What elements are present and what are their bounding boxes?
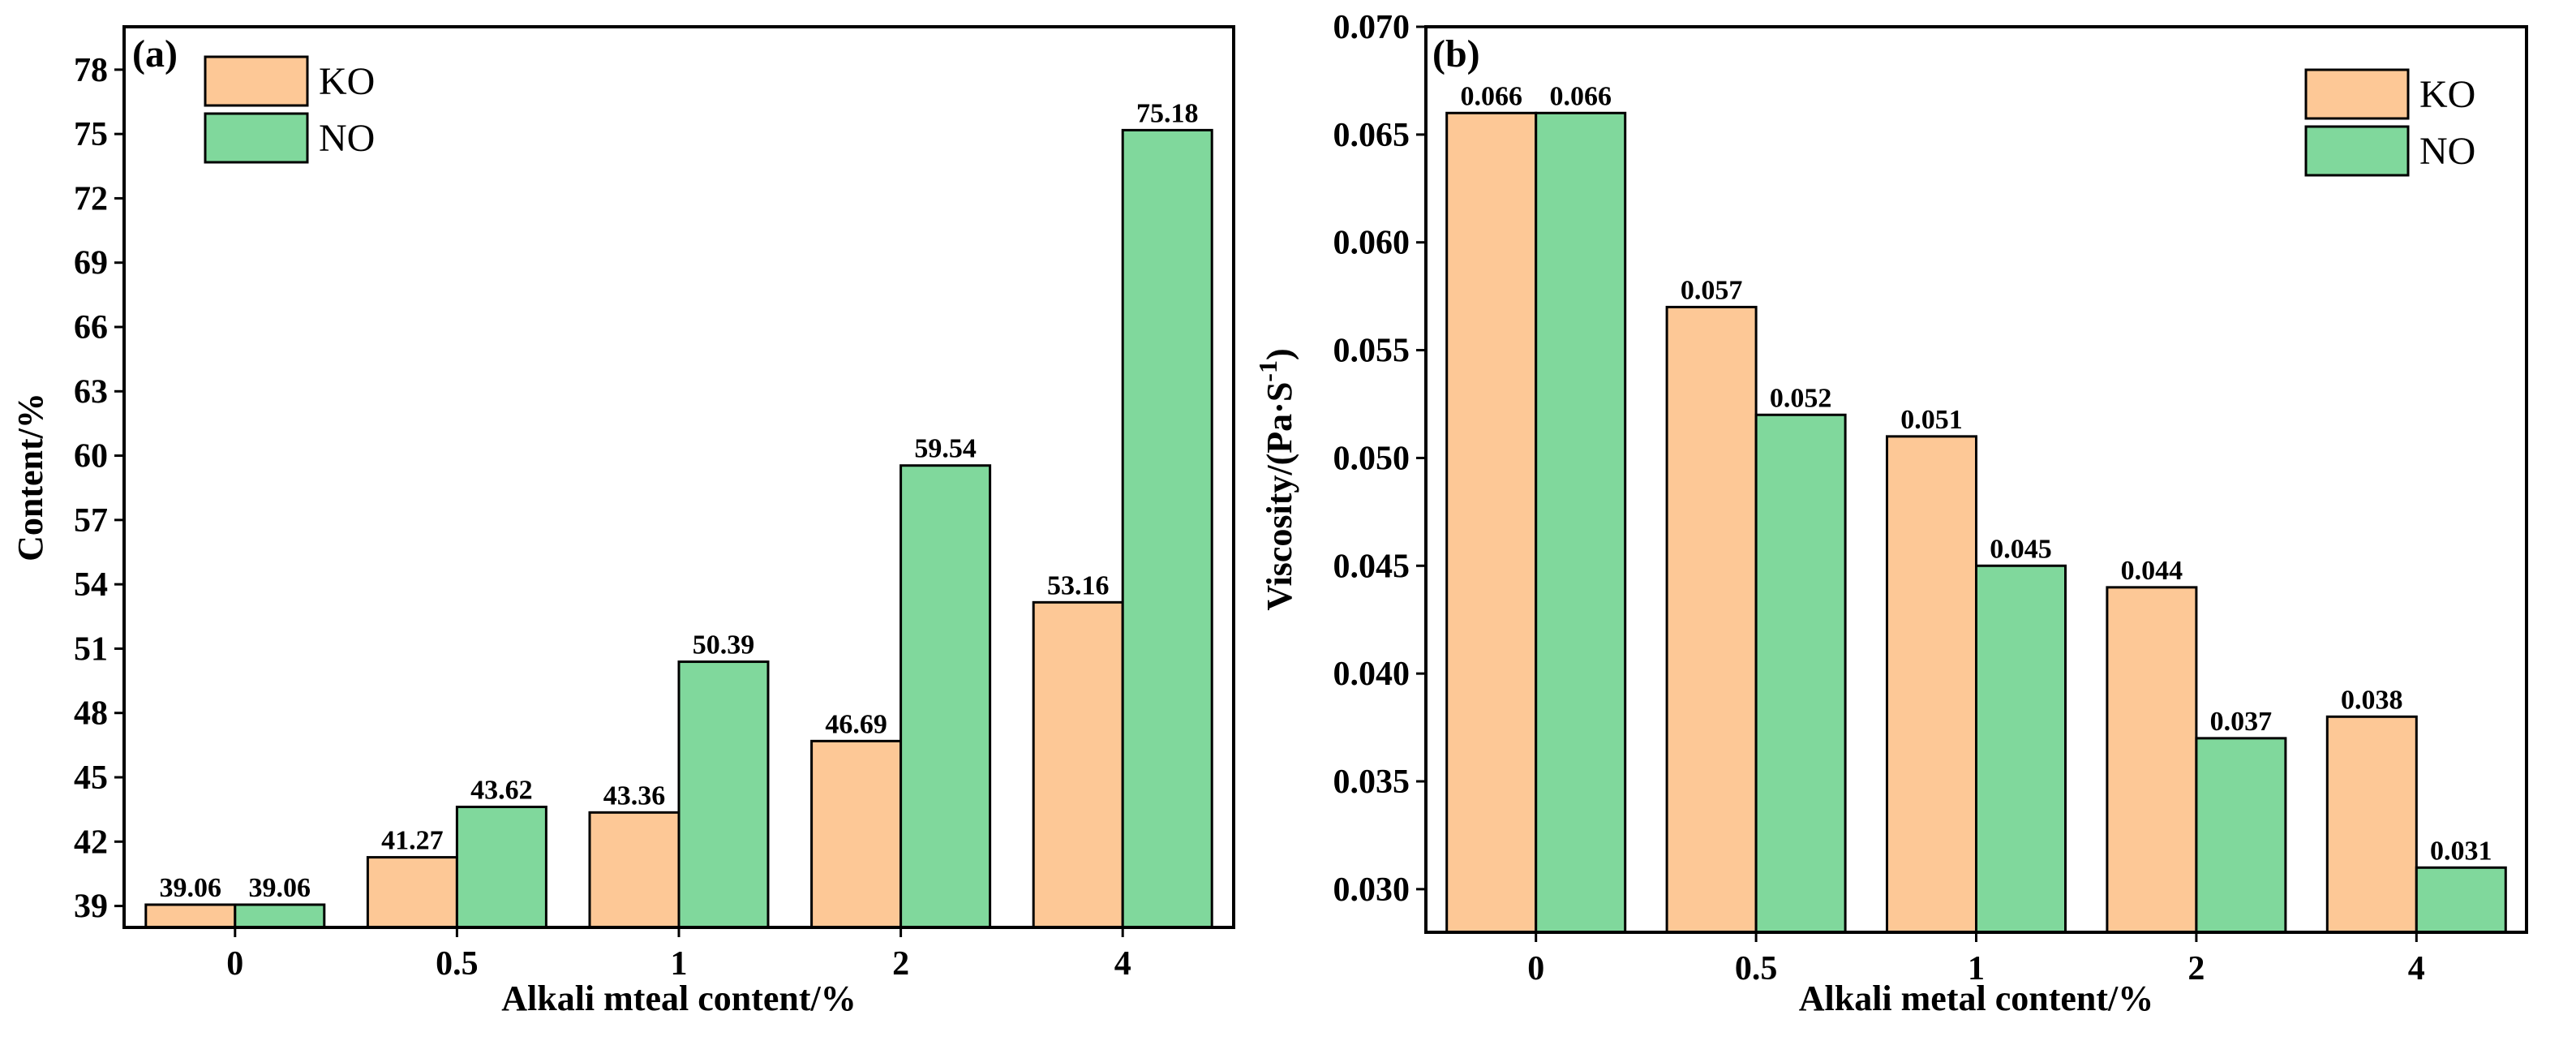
data-label-no-2: 59.54 — [914, 434, 977, 464]
chart-panel-a: 39.06 39.06 41.27 43.62 43.36 50.39 46.69 59.54… — [11, 25, 1235, 1018]
chart-panel-b: 0.066 0.066 0.057 0.052 0.051 0.045 0.044 0.037… — [1253, 9, 2528, 1018]
legend-swatch-no — [204, 112, 309, 164]
x-tick-label: 0 — [1527, 950, 1544, 987]
x-tick-label: 2 — [892, 945, 909, 983]
data-label-no-0: 39.06 — [249, 873, 311, 903]
y-tick-label: 0.060 — [1333, 225, 1410, 262]
bar-no-1 — [1975, 564, 2067, 934]
y-tick-label: 57 — [74, 502, 108, 540]
y-axis-title-end: ) — [1260, 348, 1299, 360]
y-tick-label: 63 — [74, 373, 108, 411]
bar-ko-1 — [1886, 435, 1977, 934]
data-label-ko-1: 0.051 — [1900, 405, 1963, 435]
y-tick-label: 69 — [74, 245, 108, 282]
y-axis-title-sup: -1 — [1253, 360, 1282, 382]
y-tick-label: 48 — [74, 695, 108, 733]
y-tick-label: 51 — [74, 630, 108, 668]
data-label-ko-2: 46.69 — [825, 709, 887, 739]
y-tick-label: 54 — [74, 566, 108, 604]
panel-label: (b) — [1432, 32, 1480, 75]
bar-no-4 — [1121, 128, 1213, 929]
bar-no-0.5 — [455, 805, 547, 929]
x-tick-label: 0.5 — [436, 945, 479, 983]
bar-ko-1 — [588, 811, 680, 929]
y-tick-label: 66 — [74, 309, 108, 346]
bar-no-0 — [234, 903, 326, 929]
y-tick-label: 0.035 — [1333, 764, 1410, 801]
bar-ko-0.5 — [1665, 305, 1758, 934]
legend-swatch-ko — [2304, 68, 2410, 120]
x-tick-label: 4 — [1114, 945, 1131, 983]
y-tick-label: 0.070 — [1333, 9, 1410, 46]
legend-swatch-no — [2304, 125, 2410, 177]
bar-ko-4 — [1032, 600, 1124, 929]
bar-no-2 — [2195, 737, 2287, 934]
bar-ko-2 — [810, 739, 903, 929]
y-tick-label: 0.065 — [1333, 117, 1410, 154]
data-label-no-0.5: 0.052 — [1770, 383, 1832, 413]
y-tick-label: 78 — [74, 52, 108, 89]
legend-label-no: NO — [2419, 130, 2475, 173]
bar-ko-2 — [2106, 586, 2198, 934]
y-axis-title: Content/% — [11, 393, 50, 561]
data-label-ko-2: 0.044 — [2121, 556, 2183, 586]
x-tick-label: 4 — [2408, 950, 2425, 987]
y-axis-title: Viscosity/(Pa·S-1) — [1253, 348, 1299, 610]
x-tick-label: 0.5 — [1735, 950, 1778, 987]
data-label-no-1: 50.39 — [693, 630, 755, 660]
data-label-no-4: 0.031 — [2430, 836, 2492, 866]
x-tick-label: 1 — [671, 945, 688, 983]
bar-ko-0 — [1445, 111, 1538, 934]
y-tick-label: 75 — [74, 116, 108, 153]
data-label-no-1: 0.045 — [1990, 534, 2052, 564]
bar-no-2 — [899, 464, 992, 929]
data-label-ko-4: 0.038 — [2341, 685, 2403, 715]
data-label-ko-0: 0.066 — [1460, 81, 1522, 111]
legend-label-ko: KO — [319, 60, 375, 103]
bar-no-4 — [2415, 866, 2507, 934]
y-axis-title-main: Viscosity/(Pa·S — [1260, 382, 1299, 611]
bar-no-0.5 — [1754, 413, 1847, 934]
bar-ko-0.5 — [366, 856, 458, 929]
y-tick-label: 0.045 — [1333, 548, 1410, 585]
legend-label-no: NO — [319, 117, 375, 160]
y-tick-label: 0.040 — [1333, 656, 1410, 693]
y-tick-label: 42 — [74, 824, 108, 861]
x-tick-label: 1 — [1968, 950, 1985, 987]
bar-ko-4 — [2325, 715, 2418, 934]
y-tick-label: 39 — [74, 888, 108, 926]
legend-label-ko: KO — [2419, 73, 2475, 116]
data-label-no-0: 0.066 — [1549, 81, 1612, 111]
data-label-ko-0: 39.06 — [160, 873, 222, 903]
y-tick-label: 0.030 — [1333, 871, 1410, 909]
bar-no-1 — [677, 660, 770, 929]
panel-label: (a) — [132, 32, 178, 75]
y-tick-label: 0.050 — [1333, 440, 1410, 477]
data-label-no-0.5: 43.62 — [470, 775, 533, 805]
data-label-no-2: 0.037 — [2210, 707, 2273, 737]
y-tick-label: 72 — [74, 180, 108, 217]
y-axis-title-main: Content/% — [11, 393, 50, 561]
bar-ko-0 — [144, 903, 237, 929]
data-label-ko-0.5: 41.27 — [381, 826, 444, 856]
x-axis-title: Alkali metal content/% — [1799, 979, 2154, 1018]
y-tick-label: 45 — [74, 759, 108, 797]
data-label-ko-0.5: 0.057 — [1681, 275, 1743, 305]
x-tick-label: 2 — [2187, 950, 2205, 987]
legend-swatch-ko — [204, 55, 309, 107]
data-label-ko-4: 53.16 — [1047, 570, 1110, 600]
x-tick-label: 0 — [226, 945, 243, 983]
x-axis-title: Alkali mteal content/% — [501, 979, 857, 1018]
data-label-no-4: 75.18 — [1136, 98, 1199, 128]
y-tick-label: 60 — [74, 438, 108, 475]
data-label-ko-1: 43.36 — [603, 781, 666, 811]
y-tick-label: 0.055 — [1333, 333, 1410, 370]
bar-no-0 — [1535, 111, 1627, 934]
